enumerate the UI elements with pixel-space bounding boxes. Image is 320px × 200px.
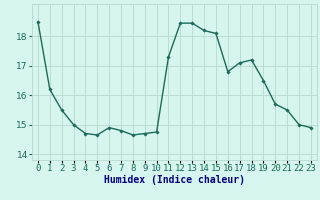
X-axis label: Humidex (Indice chaleur): Humidex (Indice chaleur) [104, 175, 245, 185]
